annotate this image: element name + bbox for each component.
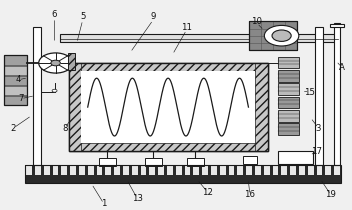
Text: 16: 16 xyxy=(244,190,256,199)
Bar xyxy=(69,63,81,151)
Bar xyxy=(4,86,27,95)
Bar xyxy=(272,165,278,175)
Text: 9: 9 xyxy=(150,12,156,21)
Bar xyxy=(4,96,27,105)
Bar xyxy=(278,110,299,122)
Bar xyxy=(334,165,340,175)
Text: 8: 8 xyxy=(62,124,68,133)
Bar xyxy=(68,53,75,70)
Bar xyxy=(249,21,297,50)
Bar xyxy=(61,165,67,175)
Bar xyxy=(278,57,299,68)
Bar xyxy=(256,63,268,151)
Text: 4: 4 xyxy=(15,75,21,84)
Bar xyxy=(211,165,217,175)
Bar xyxy=(69,63,268,151)
Bar xyxy=(99,159,116,167)
Bar xyxy=(35,165,41,175)
Circle shape xyxy=(39,53,73,73)
Bar xyxy=(105,165,111,175)
Bar xyxy=(52,165,58,175)
Bar xyxy=(290,165,296,175)
Bar xyxy=(4,55,27,65)
Text: 2: 2 xyxy=(11,124,16,133)
Bar xyxy=(246,165,252,175)
Bar xyxy=(278,151,313,164)
Bar xyxy=(25,165,341,183)
Bar xyxy=(96,165,102,175)
Bar xyxy=(4,76,27,85)
Bar xyxy=(187,159,204,167)
Bar xyxy=(33,27,41,165)
Circle shape xyxy=(264,25,299,46)
Bar xyxy=(330,24,344,27)
Bar xyxy=(4,55,27,105)
Bar xyxy=(81,71,256,143)
Bar xyxy=(25,165,341,183)
Bar xyxy=(184,165,190,175)
Bar xyxy=(249,21,297,50)
Bar xyxy=(315,27,323,165)
Text: 17: 17 xyxy=(311,147,322,156)
Bar xyxy=(132,165,138,175)
Bar xyxy=(69,143,268,151)
Text: 1: 1 xyxy=(101,199,107,208)
Bar xyxy=(69,63,268,71)
Bar xyxy=(334,23,340,165)
Text: 7: 7 xyxy=(18,94,24,103)
Bar xyxy=(158,165,164,175)
Circle shape xyxy=(52,89,57,92)
Bar xyxy=(44,165,50,175)
Bar xyxy=(60,34,338,42)
Bar xyxy=(145,159,162,167)
Text: 10: 10 xyxy=(251,17,263,25)
Bar xyxy=(316,165,322,175)
Bar xyxy=(114,165,120,175)
Bar xyxy=(281,165,287,175)
Bar xyxy=(176,165,182,175)
Bar xyxy=(193,165,199,175)
Bar xyxy=(237,165,243,175)
Bar xyxy=(278,123,299,135)
Text: 13: 13 xyxy=(132,194,143,203)
Bar xyxy=(4,66,27,75)
Bar xyxy=(308,165,314,175)
Bar xyxy=(70,165,76,175)
Bar xyxy=(228,165,234,175)
Bar xyxy=(79,165,85,175)
Text: 19: 19 xyxy=(326,190,336,199)
Bar xyxy=(202,165,208,175)
Bar xyxy=(69,63,268,151)
Bar xyxy=(325,165,331,175)
Bar xyxy=(26,165,32,175)
Bar xyxy=(167,165,173,175)
Bar xyxy=(220,165,226,175)
Bar xyxy=(264,165,270,175)
Text: 15: 15 xyxy=(304,88,315,97)
Bar xyxy=(278,83,299,95)
Text: 5: 5 xyxy=(80,12,86,21)
Text: 12: 12 xyxy=(202,188,213,197)
Bar xyxy=(123,165,129,175)
Bar xyxy=(299,165,305,175)
Circle shape xyxy=(51,60,60,66)
Bar xyxy=(243,156,257,164)
Text: A: A xyxy=(339,63,344,72)
Bar xyxy=(255,165,261,175)
Text: 6: 6 xyxy=(52,10,57,19)
Text: 3: 3 xyxy=(316,124,321,133)
Bar xyxy=(278,70,299,82)
Bar xyxy=(278,97,299,108)
Circle shape xyxy=(272,30,291,41)
Bar xyxy=(140,165,146,175)
Text: 11: 11 xyxy=(181,23,192,32)
Bar xyxy=(88,165,94,175)
Bar xyxy=(149,165,155,175)
